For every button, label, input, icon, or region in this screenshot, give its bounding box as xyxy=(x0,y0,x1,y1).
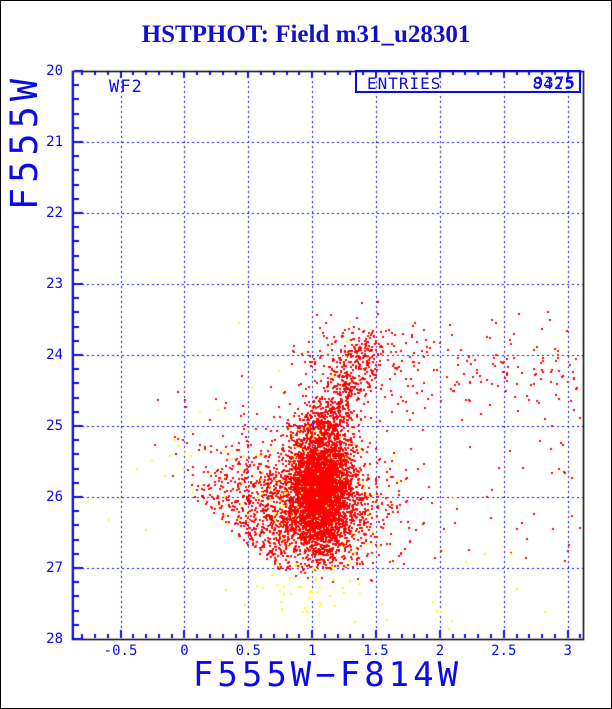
x-tick-label: 1.5 xyxy=(363,643,389,659)
x-tick-label: 0 xyxy=(180,643,189,659)
y-tick-label: 23 xyxy=(46,276,63,292)
detector-label: WF2 xyxy=(109,77,143,97)
y-tick-label: 27 xyxy=(46,560,63,576)
x-axis-title: F555W−F814W xyxy=(192,655,463,695)
entries-value-overprint: 9375 xyxy=(533,73,576,92)
y-tick-label: 22 xyxy=(46,205,63,221)
x-tick-label: 1 xyxy=(307,643,317,659)
y-tick-label: 21 xyxy=(46,134,63,150)
page-title: HSTPHOT: Field m31_u28301 xyxy=(141,21,471,48)
y-tick-label: 25 xyxy=(46,418,63,434)
x-tick-label: -0.5 xyxy=(103,643,138,659)
entries-value: 8425 xyxy=(532,74,575,93)
y-tick-label: 24 xyxy=(46,347,63,363)
entries-label: ENTRIES xyxy=(367,74,442,93)
y-tick-label: 20 xyxy=(46,63,63,79)
entries-box: ENTRIES 8425 9375 xyxy=(355,70,581,93)
x-tick-label: 2.5 xyxy=(491,643,517,659)
x-tick-label: 3 xyxy=(563,643,572,659)
x-tick-label: 2 xyxy=(435,643,445,659)
y-tick-label: 26 xyxy=(46,489,63,505)
x-tick-label: 0.5 xyxy=(235,643,261,659)
y-tick-label: 28 xyxy=(46,631,63,647)
